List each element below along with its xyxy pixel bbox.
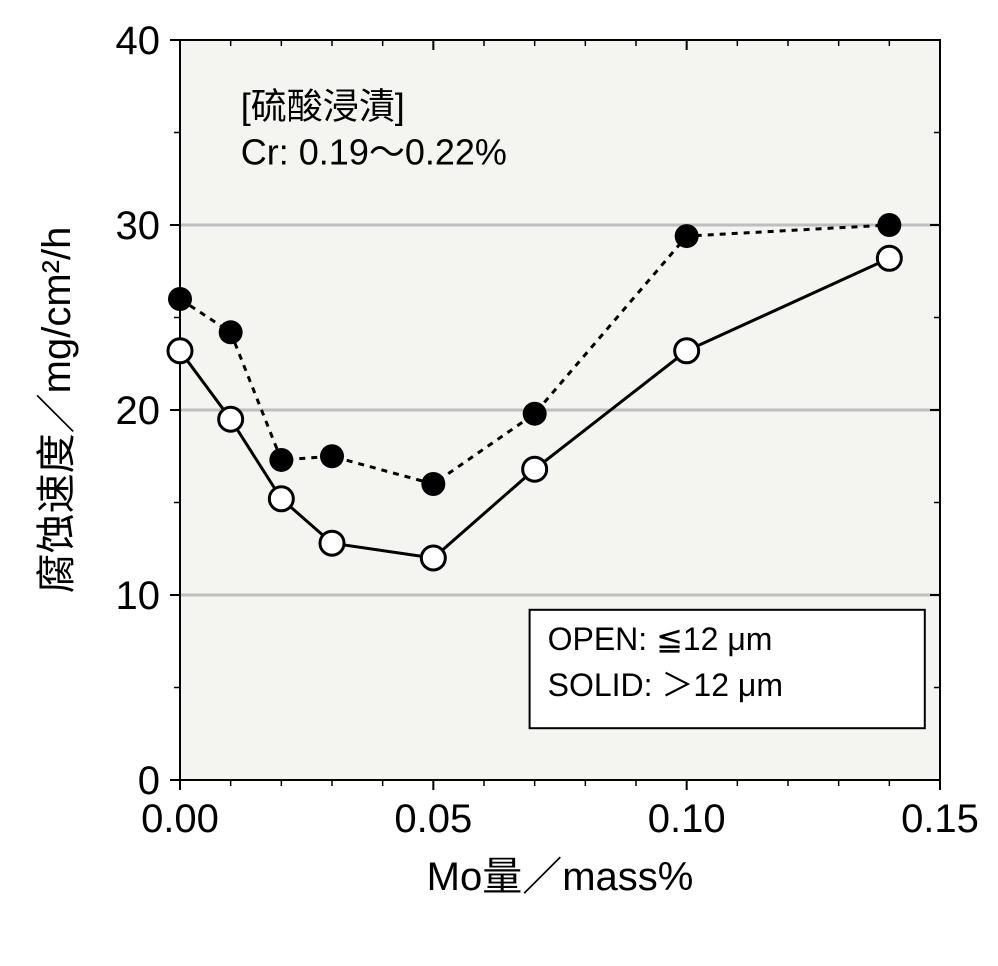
marker-open	[168, 339, 192, 363]
marker-solid	[269, 448, 293, 472]
marker-solid	[421, 472, 445, 496]
annotation-line1: [硫酸浸漬]	[241, 85, 405, 126]
marker-open	[320, 531, 344, 555]
legend-line: OPEN: ≦12 μm	[548, 621, 773, 657]
y-tick-label: 40	[116, 19, 161, 63]
marker-open	[421, 546, 445, 570]
marker-open	[675, 339, 699, 363]
y-axis-title: 腐蚀速度／mg/cm²/h	[35, 227, 79, 594]
chart-container: 0.00 0.05 0.10 0.15 Mo量／mass% 0 10 20 30 40 腐蚀速度／m…	[0, 0, 998, 966]
y-tick-label: 0	[138, 759, 160, 803]
x-tick-label: 0.10	[648, 797, 726, 841]
marker-open	[269, 487, 293, 511]
marker-solid	[168, 287, 192, 311]
marker-open	[219, 407, 243, 431]
marker-solid	[320, 444, 344, 468]
marker-solid	[219, 320, 243, 344]
y-tick-label: 20	[116, 389, 161, 433]
legend-line: SOLID: ＞12 μm	[548, 667, 783, 703]
x-axis-title: Mo量／mass%	[427, 855, 694, 899]
y-tick-label: 10	[116, 574, 161, 618]
y-tick-label: 30	[116, 204, 161, 248]
marker-open	[877, 246, 901, 270]
marker-solid	[523, 402, 547, 426]
marker-solid	[877, 213, 901, 237]
marker-solid	[675, 224, 699, 248]
x-tick-label: 0.00	[141, 797, 219, 841]
marker-open	[523, 457, 547, 481]
x-tick-label: 0.05	[394, 797, 472, 841]
x-tick-label: 0.15	[901, 797, 979, 841]
annotation-line2: Cr: 0.19～0.22%	[241, 131, 507, 172]
chart-svg: 0.00 0.05 0.10 0.15 Mo量／mass% 0 10 20 30 40 腐蚀速度／m…	[0, 0, 998, 966]
